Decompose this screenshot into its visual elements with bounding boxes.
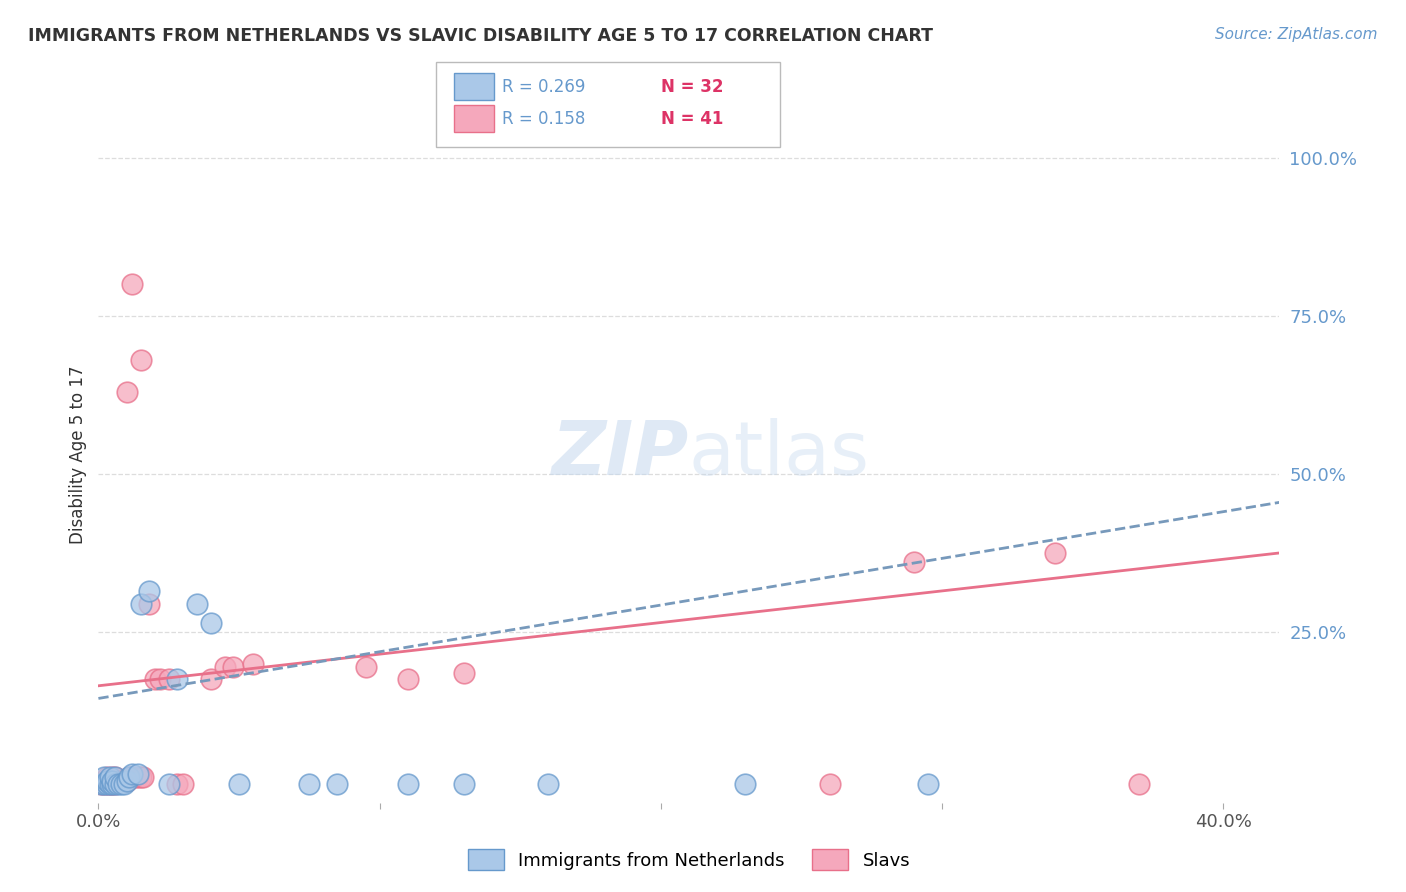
Point [396,777,419,791]
Point [101,777,124,791]
Point [104,771,127,785]
Point [96,771,118,785]
Point [129,353,152,368]
Point [453,666,475,681]
Point [101,773,124,788]
Text: N = 41: N = 41 [661,110,723,128]
Point [166,777,188,791]
Point [129,597,152,611]
Point [115,384,138,399]
Point [121,767,143,781]
Point [214,660,236,674]
Point [121,771,143,785]
Text: IMMIGRANTS FROM NETHERLANDS VS SLAVIC DISABILITY AGE 5 TO 17 CORRELATION CHART: IMMIGRANTS FROM NETHERLANDS VS SLAVIC DI… [28,27,934,45]
Point [228,777,250,791]
Y-axis label: Disability Age 5 to 17: Disability Age 5 to 17 [69,366,87,544]
Point [93,777,115,791]
Point [396,673,419,687]
Text: R = 0.269: R = 0.269 [502,78,585,95]
Text: N = 32: N = 32 [661,78,723,95]
Point [104,777,127,791]
Point [93,777,115,791]
Point [537,777,560,791]
Point [149,673,172,687]
Point [917,777,939,791]
Point [118,771,141,785]
Point [166,673,188,687]
Point [1043,546,1066,560]
Point [110,773,132,788]
Point [124,771,146,785]
Point [186,597,208,611]
Point [110,777,132,791]
Point [93,771,115,785]
Point [98,773,121,788]
Point [222,660,245,674]
Point [112,773,135,788]
Point [104,771,127,785]
Point [96,777,118,791]
Point [121,277,143,292]
Point [143,673,166,687]
Point [298,777,321,791]
Point [138,583,160,598]
Point [104,777,127,791]
Point [112,777,135,791]
Point [1128,777,1150,791]
Point [90,777,112,791]
Point [242,657,264,671]
Point [453,777,475,791]
Point [90,777,112,791]
Point [172,777,194,791]
Legend: Immigrants from Netherlands, Slavs: Immigrants from Netherlands, Slavs [461,842,917,877]
Point [734,777,756,791]
Text: ZIP: ZIP [551,418,689,491]
Text: Source: ZipAtlas.com: Source: ZipAtlas.com [1215,27,1378,42]
Point [157,673,180,687]
Point [101,777,124,791]
Point [129,771,152,785]
Point [96,773,118,788]
Point [818,777,841,791]
Point [118,771,141,785]
Point [107,777,129,791]
Point [132,771,155,785]
Point [127,767,149,781]
Point [200,673,222,687]
Point [98,771,121,785]
Point [326,777,349,791]
Point [200,615,222,630]
Point [115,773,138,788]
Text: R = 0.158: R = 0.158 [502,110,585,128]
Point [96,777,118,791]
Point [127,771,149,785]
Point [138,597,160,611]
Point [98,777,121,791]
Point [903,556,925,570]
Point [98,777,121,791]
Point [115,773,138,788]
Point [107,773,129,788]
Text: atlas: atlas [689,418,870,491]
Point [354,660,377,674]
Point [101,771,124,785]
Point [93,773,115,788]
Point [157,777,180,791]
